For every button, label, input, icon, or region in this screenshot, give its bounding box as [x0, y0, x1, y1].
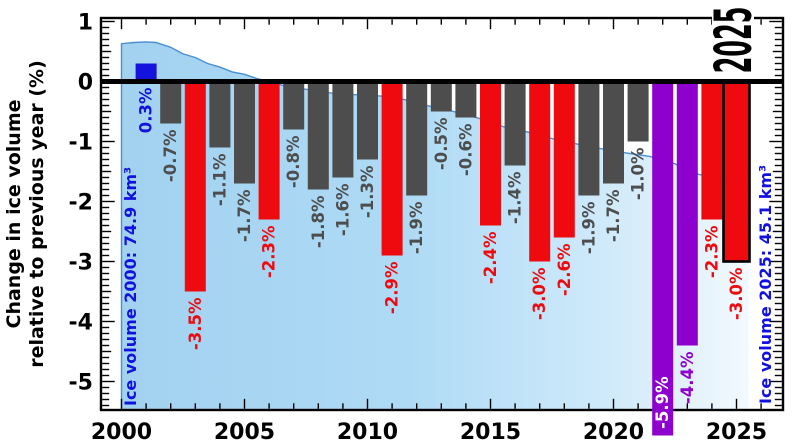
bar-2019 [578, 81, 600, 196]
bar-2009 [332, 81, 354, 178]
bar-label-2012: -1.9% [407, 201, 426, 254]
bar-2017 [529, 81, 551, 262]
bar-label-2004: -1.1% [210, 153, 229, 206]
bar-2014 [455, 81, 477, 118]
bar-2025 [722, 79, 751, 263]
bar-label-2015: -2.4% [481, 231, 500, 284]
bar-label-2023: -4.4% [678, 351, 697, 404]
y-tick-label-1: 1 [78, 11, 93, 36]
x-tick-label-2025: 2025 [706, 420, 767, 445]
bar-label-2022: -5.9% [653, 376, 672, 429]
bar-label-2005: -1.7% [235, 189, 254, 242]
bar-label-2010: -1.3% [358, 165, 377, 218]
bar-2008 [307, 81, 329, 190]
bar-label-2011: -2.9% [383, 261, 402, 314]
x-tick-label-2020: 2020 [583, 420, 644, 445]
y-tick-label--3: -3 [69, 251, 93, 276]
bar-2003 [184, 81, 206, 292]
y-tick-label--5: -5 [69, 371, 93, 396]
bar-2021 [627, 81, 649, 142]
bar-label-2014: -0.6% [456, 123, 475, 176]
y-tick-label--4: -4 [69, 311, 93, 336]
plot-frame [99, 16, 785, 412]
y-axis-title-line1: Change in ice volume [3, 99, 25, 328]
annotation-ice-volume-2000: Ice volume 2000: 74.9 km³ [121, 167, 140, 406]
bar-2015 [480, 81, 501, 226]
bar-2011 [381, 81, 403, 256]
bar-label-2006: -2.3% [260, 225, 279, 278]
bar-label-2001: 0.3% [137, 87, 156, 133]
x-tick-label-2000: 2000 [91, 420, 152, 445]
y-tick-label-0: 0 [78, 71, 93, 96]
bar-2016 [504, 81, 526, 166]
bar-2018 [553, 81, 575, 238]
bar-2002 [160, 81, 182, 124]
bar-label-2007: -0.8% [284, 135, 303, 188]
bar-label-2002: -0.7% [161, 129, 180, 182]
bar-label-2017: -3.0% [530, 267, 549, 320]
bar-label-2025: -3.0% [727, 267, 746, 320]
bar-2005 [234, 81, 255, 184]
bar-2022 [652, 81, 674, 436]
annotation-ice-volume-2025: Ice volume 2025: 45.1 km³ [756, 165, 775, 404]
bar-label-2021: -1.0% [629, 147, 648, 200]
bar-2004 [209, 81, 231, 148]
bar-label-2009: -1.6% [333, 183, 352, 236]
bar-label-2016: -1.4% [506, 171, 525, 224]
ice-volume-curve [120, 41, 749, 410]
current-year-label-backing [712, 0, 754, 79]
bar-2010 [357, 81, 378, 160]
bar-label-2003: -3.5% [186, 297, 205, 350]
bar-2006 [258, 81, 280, 220]
x-tick-label-2005: 2005 [214, 420, 275, 445]
bar-2013 [430, 81, 452, 112]
current-year-label: 2025 [705, 7, 764, 74]
bar-2023 [676, 81, 698, 346]
bar-2020 [603, 81, 624, 184]
bar-label-2018: -2.6% [555, 243, 574, 296]
bar-label-2019: -1.9% [579, 201, 598, 254]
bar-2001 [135, 63, 157, 82]
bar-label-2024: -2.3% [702, 225, 721, 278]
bar-2007 [283, 81, 305, 130]
y-tick-label--2: -2 [69, 191, 93, 216]
x-tick-label-2010: 2010 [337, 420, 398, 445]
y-axis-title-line2: relative to previous year (%) [26, 60, 48, 368]
bar-label-2013: -0.5% [432, 117, 451, 170]
x-tick-label-2015: 2015 [460, 420, 521, 445]
y-tick-label--1: -1 [69, 131, 93, 156]
bar-label-2020: -1.7% [604, 189, 623, 242]
bar-2024 [701, 81, 723, 220]
bar-label-2008: -1.8% [309, 195, 328, 248]
bar-2012 [406, 81, 428, 196]
